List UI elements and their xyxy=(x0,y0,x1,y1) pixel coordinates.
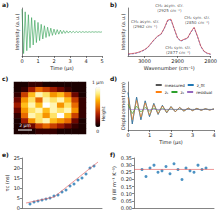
svg-text:0.25: 0.25 xyxy=(121,169,132,175)
svg-text:(2925 cm⁻¹): (2925 cm⁻¹) xyxy=(157,8,182,13)
svg-text:f): f) xyxy=(110,151,116,158)
svg-text:Height: Height xyxy=(101,106,106,121)
svg-text:c): c) xyxy=(2,75,9,82)
svg-text:25: 25 xyxy=(14,155,20,161)
svg-text:4: 4 xyxy=(212,132,215,138)
svg-text:e): e) xyxy=(2,151,9,158)
svg-text:b): b) xyxy=(110,1,117,8)
svg-text:θ (W m⁻¹ K⁻¹): θ (W m⁻¹ K⁻¹) xyxy=(111,166,117,200)
svg-text:Intensity (a.u.): Intensity (a.u.) xyxy=(14,14,21,51)
svg-text:0.05: 0.05 xyxy=(121,198,132,204)
svg-text:1 μm: 1 μm xyxy=(92,80,104,85)
svg-text:0.35: 0.35 xyxy=(121,155,132,161)
svg-text:CH₃ sym. str.: CH₃ sym. str. xyxy=(165,45,192,51)
svg-text:5: 5 xyxy=(17,195,20,201)
svg-text:3000: 3000 xyxy=(138,58,151,64)
svg-text:0: 0 xyxy=(96,129,99,134)
svg-text:15: 15 xyxy=(14,175,20,181)
svg-text:2900: 2900 xyxy=(171,58,184,64)
svg-text:Wavenumber (cm⁻¹): Wavenumber (cm⁻¹) xyxy=(144,65,195,71)
svg-text:Time (μs): Time (μs) xyxy=(158,139,183,146)
svg-text:z₂: z₂ xyxy=(180,90,184,95)
svg-text:0: 0 xyxy=(126,132,129,138)
svg-text:z_fit: z_fit xyxy=(197,83,206,88)
svg-text:0.20: 0.20 xyxy=(121,176,132,182)
svg-text:d): d) xyxy=(110,75,117,82)
svg-text:(2877 cm⁻¹): (2877 cm⁻¹) xyxy=(166,50,191,55)
svg-text:1: 1 xyxy=(36,58,39,64)
svg-text:measured: measured xyxy=(165,83,185,88)
svg-text:0: 0 xyxy=(20,58,23,64)
svg-text:3: 3 xyxy=(191,132,194,138)
svg-text:0.10: 0.10 xyxy=(121,191,132,197)
svg-text:z₁: z₁ xyxy=(165,90,169,95)
svg-text:0.00: 0.00 xyxy=(121,205,132,211)
svg-text:0: 0 xyxy=(17,205,20,211)
svg-text:10: 10 xyxy=(14,185,20,191)
svg-text:4: 4 xyxy=(84,58,87,64)
svg-text:a): a) xyxy=(2,1,9,8)
svg-text:Displacement (pm): Displacement (pm) xyxy=(120,82,127,130)
svg-text:1: 1 xyxy=(148,132,151,138)
svg-text:0.30: 0.30 xyxy=(121,162,132,168)
svg-text:2800: 2800 xyxy=(204,58,217,64)
svg-text:Time (μs): Time (μs) xyxy=(49,65,74,72)
svg-text:(2962 cm⁻¹): (2962 cm⁻¹) xyxy=(133,24,158,29)
svg-text:2: 2 xyxy=(169,132,172,138)
svg-text:Intensity (a.u.): Intensity (a.u.) xyxy=(120,14,127,51)
svg-text:2: 2 xyxy=(52,58,55,64)
svg-text:CH₃ asym. str.: CH₃ asym. str. xyxy=(131,19,160,25)
svg-text:τc (ns): τc (ns) xyxy=(4,174,10,191)
svg-text:2 μm: 2 μm xyxy=(19,123,31,128)
svg-text:0.15: 0.15 xyxy=(121,184,132,190)
svg-text:5: 5 xyxy=(100,58,103,64)
svg-text:CH₂ asym. str.: CH₂ asym. str. xyxy=(155,3,184,9)
svg-text:3: 3 xyxy=(68,58,71,64)
svg-text:20: 20 xyxy=(14,165,20,171)
svg-text:CH₂ sym. str.: CH₂ sym. str. xyxy=(184,15,210,21)
svg-text:(2850 cm⁻¹): (2850 cm⁻¹) xyxy=(185,20,210,25)
svg-text:residual: residual xyxy=(196,90,212,95)
